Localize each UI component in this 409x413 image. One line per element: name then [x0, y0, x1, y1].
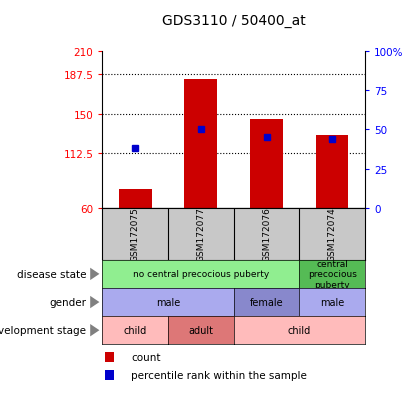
- Text: child: child: [124, 325, 146, 335]
- Text: development stage: development stage: [0, 325, 86, 335]
- Bar: [105, 352, 114, 363]
- Text: adult: adult: [188, 325, 213, 335]
- Polygon shape: [90, 324, 99, 337]
- Bar: [315, 135, 348, 209]
- Text: GSM172074: GSM172074: [327, 207, 336, 262]
- Bar: [184, 80, 217, 209]
- Polygon shape: [90, 296, 99, 309]
- Text: GDS3110 / 50400_at: GDS3110 / 50400_at: [162, 14, 305, 28]
- Bar: [249, 120, 282, 209]
- Bar: [119, 190, 151, 209]
- Text: GSM172075: GSM172075: [130, 207, 139, 262]
- Text: GSM172076: GSM172076: [261, 207, 270, 262]
- Text: no central precocious puberty: no central precocious puberty: [133, 270, 268, 279]
- Text: male: male: [155, 297, 180, 307]
- Text: GSM172077: GSM172077: [196, 207, 205, 262]
- Text: disease state: disease state: [16, 269, 86, 279]
- Text: child: child: [287, 325, 310, 335]
- Bar: [105, 370, 114, 380]
- Text: count: count: [131, 353, 160, 363]
- Text: gender: gender: [49, 297, 86, 307]
- Polygon shape: [90, 268, 99, 280]
- Text: female: female: [249, 297, 283, 307]
- Text: male: male: [319, 297, 344, 307]
- Text: percentile rank within the sample: percentile rank within the sample: [131, 370, 306, 380]
- Text: central
precocious
puberty: central precocious puberty: [307, 259, 356, 289]
